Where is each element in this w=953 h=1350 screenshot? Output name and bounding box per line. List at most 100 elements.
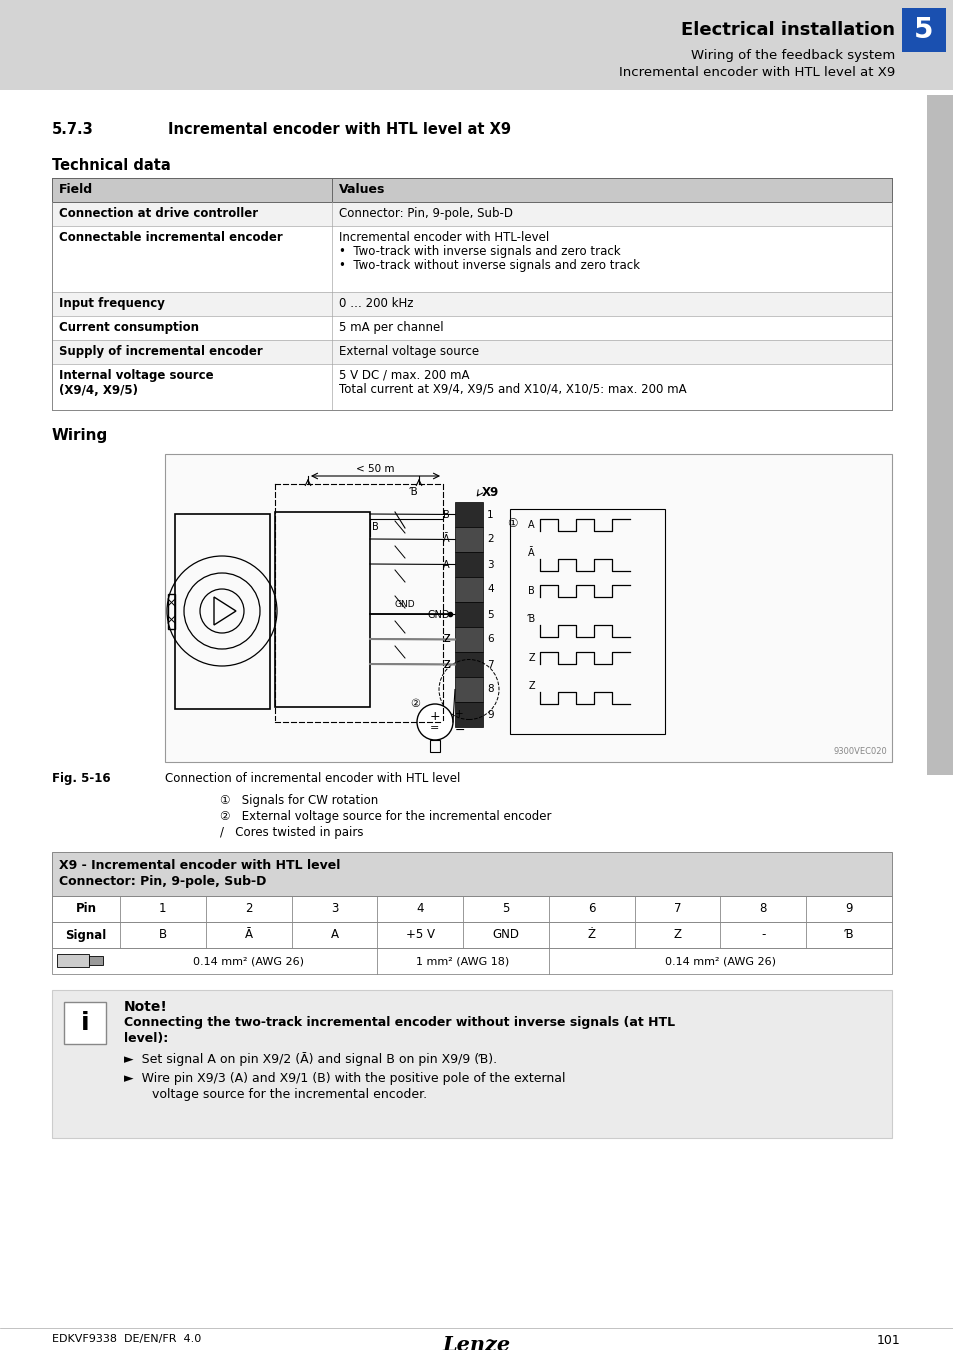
Text: /   Cores twisted in pairs: / Cores twisted in pairs [220,826,363,838]
Text: Ɓ: Ɓ [409,487,416,497]
Bar [52,922,891,948]
Text: Z̅: Z̅ [528,680,535,691]
Text: −: − [455,724,465,737]
Bar [165,454,891,761]
Text: 1 mm² (AWG 18): 1 mm² (AWG 18) [416,956,509,967]
Text: Note!: Note! [124,1000,168,1014]
Text: Field: Field [59,184,93,196]
Text: -: - [760,929,764,941]
Text: •  Two-track with inverse signals and zero track: • Two-track with inverse signals and zer… [338,244,620,258]
Text: 9: 9 [844,903,852,915]
Text: 5 mA per channel: 5 mA per channel [338,321,443,333]
Text: (X9/4, X9/5): (X9/4, X9/5) [59,383,138,397]
Bar [52,990,891,1138]
Text: 1: 1 [486,509,493,520]
Text: ►  Set signal A on pin X9/2 (Ā) and signal B on pin X9/9 (Ɓ).: ► Set signal A on pin X9/2 (Ā) and signa… [124,1052,497,1066]
Text: Total current at X9/4, X9/5 and X10/4, X10/5: max. 200 mA: Total current at X9/4, X9/5 and X10/4, X… [338,383,686,396]
Text: Incremental encoder with HTL-level: Incremental encoder with HTL-level [338,231,549,244]
Text: Internal voltage source: Internal voltage source [59,369,213,382]
Text: 5: 5 [486,609,493,620]
Text: i: i [81,1011,90,1035]
Text: ②   External voltage source for the incremental encoder: ② External voltage source for the increm… [220,810,551,824]
Text: 6: 6 [486,634,493,644]
Bar [455,626,482,652]
Text: 8: 8 [486,684,493,694]
Text: Connecting the two-track incremental encoder without inverse signals (at HTL: Connecting the two-track incremental enc… [124,1017,675,1029]
Bar [926,95,953,775]
Text: Ā: Ā [244,929,253,941]
Bar [274,512,370,707]
Text: EDKVF9338  DE/EN/FR  4.0: EDKVF9338 DE/EN/FR 4.0 [52,1334,201,1345]
Text: A: A [443,559,450,570]
Bar [52,852,891,896]
Text: Ż: Ż [587,929,596,941]
Text: Connection of incremental encoder with HTL level: Connection of incremental encoder with H… [165,772,460,784]
Text: Wiring: Wiring [52,428,108,443]
Bar [901,8,945,53]
Text: +: + [429,710,440,722]
Text: 6: 6 [587,903,595,915]
Bar [57,954,89,967]
Text: Incremental encoder with HTL level at X9: Incremental encoder with HTL level at X9 [618,66,894,80]
Text: B: B [528,586,535,595]
Text: Ɓ: Ɓ [527,614,535,624]
Text: Z: Z [443,660,450,670]
Text: 101: 101 [876,1334,899,1347]
Text: ►  Wire pin X9/3 (A) and X9/1 (B) with the positive pole of the external: ► Wire pin X9/3 (A) and X9/1 (B) with th… [124,1072,565,1085]
Text: ②: ② [410,699,419,709]
Text: Connector: Pin, 9-pole, Sub-D: Connector: Pin, 9-pole, Sub-D [59,875,266,888]
Text: Supply of incremental encoder: Supply of incremental encoder [59,346,262,358]
Text: =: = [430,724,439,733]
Text: +5 V: +5 V [405,929,435,941]
Bar [455,652,482,676]
Text: 0 … 200 kHz: 0 … 200 kHz [338,297,413,310]
Text: 7: 7 [673,903,680,915]
Text: Connector: Pin, 9-pole, Sub-D: Connector: Pin, 9-pole, Sub-D [338,207,513,220]
Text: 0.14 mm² (AWG 26): 0.14 mm² (AWG 26) [193,956,304,967]
Bar [52,852,891,896]
Text: Pin: Pin [75,903,96,915]
Bar [455,676,482,702]
Bar [64,1002,106,1044]
Text: GND: GND [395,599,415,609]
Text: 0.14 mm² (AWG 26): 0.14 mm² (AWG 26) [664,956,775,967]
Text: Input frequency: Input frequency [59,297,165,310]
Text: Values: Values [338,184,385,196]
Text: 5: 5 [913,16,933,45]
Bar [52,202,891,225]
Circle shape [416,703,453,740]
Text: ①   Signals for CW rotation: ① Signals for CW rotation [220,794,377,807]
Bar [52,340,891,364]
Text: Connectable incremental encoder: Connectable incremental encoder [59,231,282,244]
Text: Signal: Signal [66,929,107,941]
Text: Z̅: Z̅ [443,634,450,644]
Text: Ɓ: Ɓ [844,929,853,941]
Bar [52,178,891,202]
Bar [168,594,174,629]
Bar [174,514,270,709]
Text: 4: 4 [486,585,493,594]
Text: A: A [330,929,338,941]
Text: ①: ① [506,517,517,531]
Text: level):: level): [124,1031,168,1045]
Text: 9: 9 [486,710,493,720]
Text: Connection at drive controller: Connection at drive controller [59,207,258,220]
Bar [455,502,482,526]
Text: 1: 1 [159,903,167,915]
Text: Z: Z [528,653,535,663]
Bar [52,292,891,316]
Text: Z: Z [673,929,680,941]
Text: 5 V DC / max. 200 mA: 5 V DC / max. 200 mA [338,369,469,382]
Bar [455,602,482,626]
Text: Lenze: Lenze [442,1334,511,1350]
Text: Electrical installation: Electrical installation [680,22,894,39]
Text: X9 - Incremental encoder with HTL level: X9 - Incremental encoder with HTL level [59,859,340,872]
Text: 2: 2 [486,535,493,544]
Bar [430,740,439,752]
Text: Wiring of the feedback system: Wiring of the feedback system [690,49,894,62]
Text: B: B [158,929,167,941]
Text: 9300VEC020: 9300VEC020 [832,747,886,756]
Bar [510,509,664,734]
Text: 4: 4 [416,903,423,915]
Text: +: + [455,709,463,720]
